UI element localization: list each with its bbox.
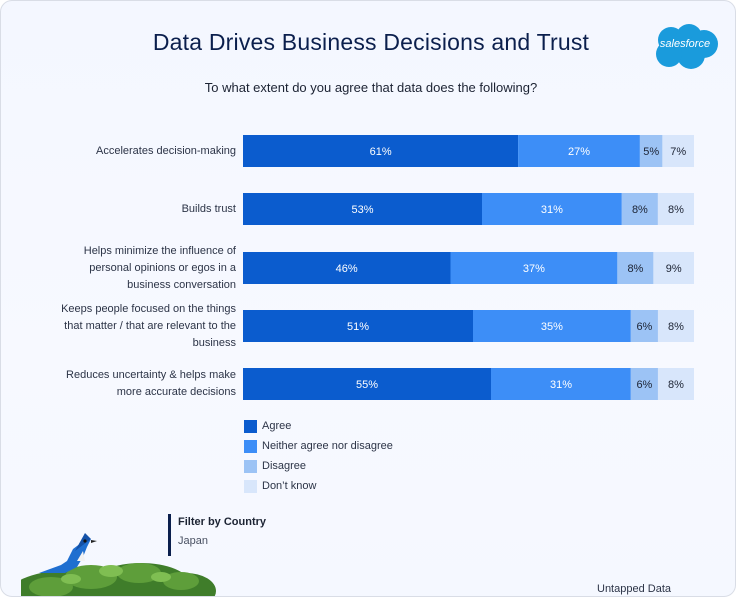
category-label-line: more accurate decisions (116, 386, 236, 398)
bar-value-label: 8% (632, 204, 648, 216)
stacked-bar-chart: 61% 27% 5% 7% 53% 31% 8% 8% 46% 37% 8% 9% 51% 35% 6% 8%… (243, 135, 694, 400)
bar-segment-row2-don-t-know[interactable] (657, 193, 694, 225)
category-label-line: Helps minimize the influence of (83, 244, 236, 257)
legend-swatch (244, 480, 257, 493)
bar-segment-row4-don-t-know[interactable] (657, 310, 694, 342)
bar-value-label: 6% (636, 321, 652, 333)
bar-segment-row3-don-t-know[interactable] (653, 252, 694, 284)
legend-swatch (244, 420, 257, 433)
bar-segment-row2-neither-agree-nor-disagree[interactable] (482, 193, 622, 225)
category-label: Reduces uncertainty & helps make more acc… (26, 367, 236, 401)
bar-value-label: 8% (668, 379, 684, 391)
category-label: Helps minimize the influence of personal … (26, 243, 236, 294)
bar-value-label: 35% (541, 321, 563, 333)
bar-segment-row2-agree[interactable] (243, 193, 482, 225)
bar-segment-row1-agree[interactable] (243, 135, 519, 167)
legend-label: Neither agree nor disagree (262, 440, 393, 452)
bar-value-label: 53% (351, 204, 373, 216)
bar-segment-row5-neither-agree-nor-disagree[interactable] (491, 368, 631, 400)
bar-value-label: 31% (550, 379, 572, 391)
bar-segment-row4-neither-agree-nor-disagree[interactable] (473, 310, 631, 342)
category-label-line: Accelerates decision-making (95, 144, 236, 157)
legend-swatch (244, 440, 257, 453)
bar-segment-row1-don-t-know[interactable] (662, 135, 694, 167)
bar-segment-row5-agree[interactable] (243, 368, 491, 400)
bar-segment-row1-neither-agree-nor-disagree[interactable] (518, 135, 640, 167)
category-label-line: Keeps people focused on the things (61, 302, 236, 315)
bar-value-label: 8% (668, 204, 684, 216)
category-label: Accelerates decision-making (26, 143, 236, 160)
legend-label: Agree (262, 420, 292, 432)
bar-segment-row5-disagree[interactable] (630, 368, 658, 400)
category-label: Keeps people focused on the things that m… (26, 301, 236, 352)
bar-value-label: 9% (666, 263, 682, 275)
legend-label: Disagree (262, 460, 307, 472)
category-label-line: business conversation (127, 278, 236, 291)
category-label-line: business (192, 336, 236, 349)
bar-value-label: 31% (541, 204, 563, 216)
bar-segment-row1-disagree[interactable] (639, 135, 663, 167)
salesforce-cloud-logo (656, 24, 718, 69)
bird-on-bush-icon (21, 533, 216, 596)
bar-segment-row3-disagree[interactable] (617, 252, 654, 284)
filter-accent-bar (168, 514, 171, 556)
filter-title: Filter by Country (178, 516, 267, 528)
page-title: Data Drives Business Decisions and Trust (152, 29, 590, 55)
bar-segment-row5-don-t-know[interactable] (657, 368, 694, 400)
bar-value-label: 51% (347, 321, 369, 333)
legend-label: Don’t know (262, 480, 317, 492)
chart-subtitle: To what extent do you agree that data do… (204, 80, 538, 95)
bar-value-label: 55% (356, 379, 378, 391)
bar-segment-row4-agree[interactable] (243, 310, 473, 342)
bar-segment-row3-agree[interactable] (243, 252, 451, 284)
category-label-line: Builds trust (181, 202, 236, 215)
legend-swatch (244, 460, 257, 473)
bar-value-label: 7% (670, 146, 686, 158)
bar-value-label: 61% (370, 146, 392, 158)
bar-value-label: 27% (568, 146, 590, 158)
bar-value-label: 46% (336, 263, 358, 275)
filter-value[interactable]: Japan (178, 535, 208, 547)
bar-value-label: 5% (643, 146, 659, 158)
bar-value-label: 6% (636, 379, 652, 391)
bar-value-label: 8% (668, 321, 684, 333)
bar-segment-row3-neither-agree-nor-disagree[interactable] (450, 252, 618, 284)
category-label-line: Reduces uncertainty & helps make (66, 369, 236, 381)
bar-value-label: 8% (627, 263, 643, 275)
category-label-line: personal opinions or egos in a (89, 261, 236, 274)
category-label: Builds trust (26, 201, 236, 218)
source-label: Untapped Data (597, 583, 671, 595)
bar-value-label: 37% (523, 263, 545, 275)
bar-segment-row4-disagree[interactable] (630, 310, 658, 342)
logo-text: salesforce (659, 38, 711, 50)
category-label-line: that matter / that are relevant to the (64, 319, 236, 332)
bar-segment-row2-disagree[interactable] (621, 193, 658, 225)
